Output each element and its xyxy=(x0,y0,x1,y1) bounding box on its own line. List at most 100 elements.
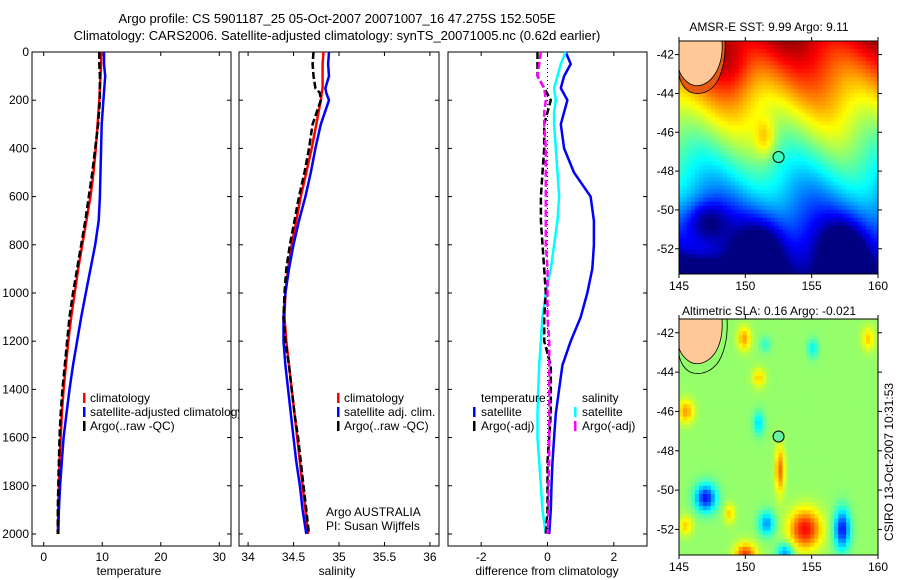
heatmap-cell xyxy=(746,265,752,271)
heatmap-cell xyxy=(762,420,768,426)
heatmap-cell xyxy=(842,445,847,450)
heatmap-cell xyxy=(702,229,708,235)
heatmap-cell xyxy=(782,153,788,159)
heatmap-cell xyxy=(679,253,684,259)
heatmap-cell xyxy=(766,61,772,66)
heatmap-cell xyxy=(758,53,764,58)
heatmap-cell xyxy=(690,465,696,471)
heatmap-cell xyxy=(866,327,871,332)
heatmap-cell xyxy=(722,225,728,231)
heatmap-cell xyxy=(758,339,764,345)
heatmap-cell xyxy=(846,153,851,159)
heatmap-cell xyxy=(778,161,784,167)
heatmap-cell xyxy=(842,343,847,349)
heatmap-cell xyxy=(766,197,772,203)
heatmap-cell xyxy=(806,73,811,78)
heatmap-cell xyxy=(830,428,835,434)
heatmap-cell xyxy=(842,85,847,90)
heatmap-cell xyxy=(790,380,796,385)
heatmap-cell xyxy=(854,265,859,271)
heatmap-cell xyxy=(850,371,855,377)
heatmap-cell xyxy=(710,367,716,373)
heatmap-cell xyxy=(742,173,748,179)
heatmap-cell xyxy=(794,371,799,377)
heatmap-cell xyxy=(822,261,827,267)
heatmap-cell xyxy=(870,101,875,106)
heatmap-cell xyxy=(706,375,712,381)
heatmap-cell xyxy=(866,363,871,369)
heatmap-cell xyxy=(874,249,878,255)
heatmap-cell xyxy=(698,400,704,406)
heatmap-cell xyxy=(682,437,688,442)
heatmap-cell xyxy=(730,137,736,143)
heatmap-cell xyxy=(698,241,704,247)
heatmap-cell xyxy=(790,77,796,82)
heatmap-cell xyxy=(762,93,768,98)
heatmap-cell xyxy=(794,77,799,82)
heatmap-cell xyxy=(790,424,796,430)
heatmap-cell xyxy=(782,177,788,183)
heatmap-cell xyxy=(738,269,744,274)
heatmap-cell xyxy=(826,129,831,134)
heatmap-cell xyxy=(854,351,859,357)
heatmap-cell xyxy=(858,253,863,259)
heatmap-cell xyxy=(822,461,827,467)
heatmap-cell xyxy=(730,465,736,471)
heatmap-cell xyxy=(786,77,792,82)
heatmap-cell xyxy=(862,253,867,259)
heatmap-cell xyxy=(722,404,728,410)
heatmap-cell xyxy=(866,125,871,130)
heatmap-cell xyxy=(730,257,736,263)
heatmap-cell xyxy=(794,117,799,122)
heatmap-cell xyxy=(854,412,859,418)
heatmap-cell xyxy=(714,205,720,211)
heatmap-cell xyxy=(754,424,760,430)
heatmap-cell xyxy=(814,169,819,175)
heatmap-cell xyxy=(754,225,760,231)
heatmap-cell xyxy=(694,113,700,118)
heatmap-cell xyxy=(874,437,878,442)
heatmap-cell xyxy=(782,249,788,255)
heatmap-cell xyxy=(726,113,732,118)
heatmap-cell xyxy=(794,257,799,263)
heatmap-cell xyxy=(862,367,867,373)
heatmap-cell xyxy=(782,351,788,357)
heatmap-cell xyxy=(770,233,776,239)
heatmap-cell xyxy=(758,153,764,159)
heatmap-cell xyxy=(814,241,819,247)
heatmap-cell xyxy=(802,89,807,94)
heatmap-cell xyxy=(830,209,835,215)
heatmap-cell xyxy=(810,269,815,274)
y-tick-label: 1600 xyxy=(2,431,29,445)
heatmap-cell xyxy=(726,343,732,349)
heatmap-cell xyxy=(874,323,878,328)
heatmap-cell xyxy=(826,437,831,442)
heatmap-cell xyxy=(762,367,768,373)
heatmap-cell xyxy=(770,217,776,223)
legend-swatch-satellite xyxy=(337,407,340,417)
heatmap-cell xyxy=(798,65,803,70)
heatmap-cell xyxy=(814,61,819,66)
heatmap-cell xyxy=(786,61,792,66)
heatmap-cell xyxy=(774,173,780,179)
heatmap-cell xyxy=(790,265,796,271)
heatmap-cell xyxy=(874,465,878,471)
heatmap-cell xyxy=(730,45,736,50)
heatmap-cell xyxy=(798,117,803,122)
heatmap-cell xyxy=(786,157,792,163)
heatmap-cell xyxy=(690,371,696,377)
heatmap-cell xyxy=(718,145,724,151)
heatmap-cell xyxy=(798,165,803,171)
heatmap-cell xyxy=(770,261,776,267)
heatmap-cell xyxy=(870,351,875,357)
heatmap-cell xyxy=(802,335,807,340)
heatmap-cell xyxy=(818,97,823,102)
heatmap-cell xyxy=(778,343,784,349)
heatmap-cell xyxy=(718,85,724,90)
heatmap-cell xyxy=(806,145,811,151)
heatmap-cell xyxy=(710,153,716,159)
heatmap-cell xyxy=(870,233,875,239)
heatmap-cell xyxy=(802,157,807,163)
heatmap-cell xyxy=(846,327,851,332)
heatmap-cell xyxy=(834,416,839,422)
